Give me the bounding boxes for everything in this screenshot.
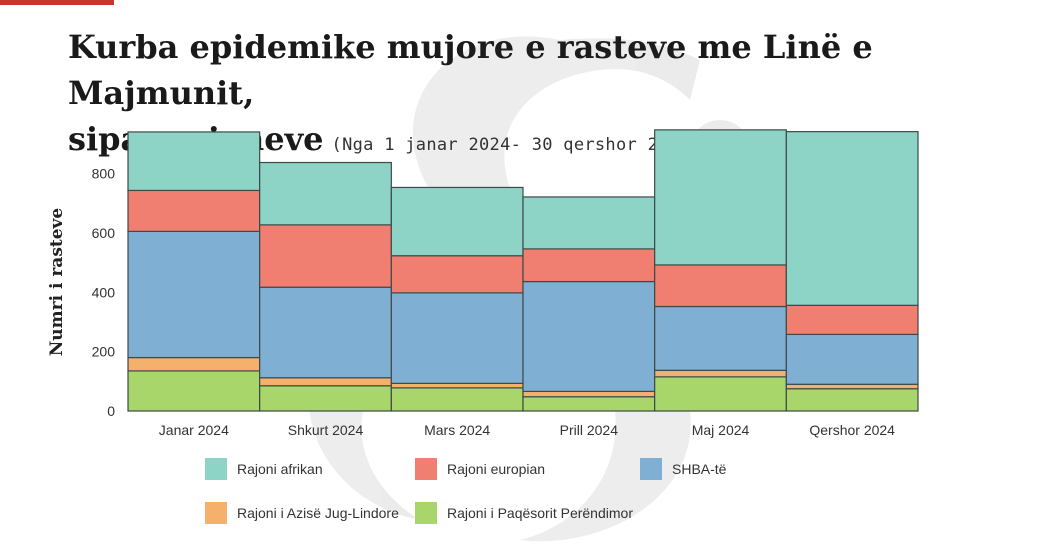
bar-segment [127,356,261,372]
legend-swatch [640,458,662,480]
legend-swatch [415,458,437,480]
bar-segment [390,382,524,389]
legend-label: Rajoni afrikan [237,461,323,477]
y-tick-label: 200 [92,344,116,360]
legend-swatch [205,458,227,480]
bar-segment [522,248,656,283]
bar-segment [785,131,919,306]
y-tick-label: 600 [92,225,116,241]
legend-label: SHBA-të [672,461,727,477]
y-axis-label: Numri i rasteve [47,208,67,357]
bar-segment [127,189,261,232]
bar-segment [785,304,919,336]
bar-segment [522,280,656,393]
bar-segment [785,333,919,385]
bar-segment [522,396,656,412]
bar-segment [654,376,787,412]
y-tick-label: 800 [92,166,116,182]
chart-subtitle: (Nga 1 janar 2024- 30 qershor 2024) [331,135,701,155]
x-tick-label: Mars 2024 [424,422,490,438]
bar-segment [259,377,392,387]
legend-label: Rajoni europian [447,461,545,477]
legend-label: Rajoni i Azisë Jug-Lindore [237,505,399,521]
bar-segment [654,305,787,371]
bar-segment [522,390,656,398]
legend: Rajoni afrikan Rajoni europian SHBA-të Rajo… [205,458,727,524]
bar-segment [785,383,919,390]
legend-swatch [205,502,227,524]
accent-bar [0,0,114,5]
y-axis: 0 200 400 600 800 [92,166,116,420]
bar-segment [654,369,787,378]
x-tick-label: Qershor 2024 [809,422,895,438]
y-tick-label: 400 [92,284,116,300]
bar-segment [522,196,656,250]
legend-swatch [415,502,437,524]
x-tick-label: Janar 2024 [159,422,229,438]
bar-segment [654,129,787,266]
bar-segment [654,264,787,308]
bar-segment [259,286,392,379]
y-tick-label: 0 [107,403,115,419]
x-tick-label: Shkurt 2024 [288,422,364,438]
x-tick-label: Prill 2024 [560,422,619,438]
bar-segment [127,131,261,192]
bar-segment [127,370,261,412]
bar-segment [259,385,392,412]
plot-area [127,129,919,412]
bar-segment [785,388,919,412]
chart-title: Kurba epidemike mujore e rasteve me Linë… [68,24,1028,168]
bar-segment [390,186,524,257]
x-tick-label: Maj 2024 [692,422,750,438]
bar-segment [390,255,524,294]
bar-segment [390,292,524,384]
bar-segment [259,224,392,288]
x-axis: Janar 2024 Shkurt 2024 Mars 2024 Prill 2024… [159,422,895,438]
bar-segment [390,387,524,412]
bar-segment [259,161,392,226]
bar-segment [127,230,261,359]
title-line-1: Kurba epidemike mujore e rasteve me Linë… [68,28,873,112]
legend-label: Rajoni i Paqësorit Perëndimor [447,505,633,521]
